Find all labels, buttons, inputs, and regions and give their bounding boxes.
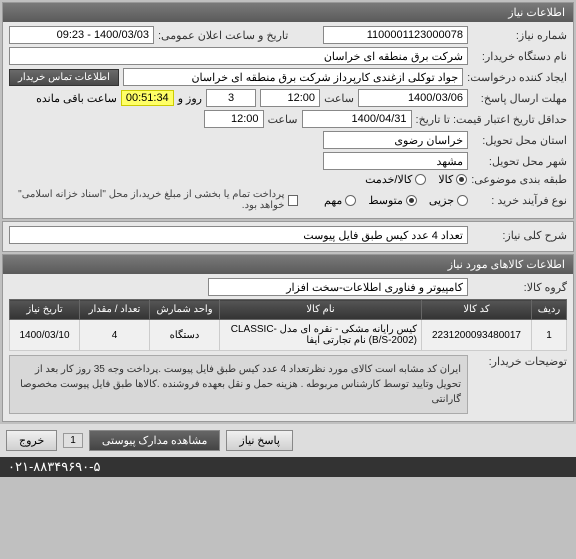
cell-code: 2231200093480017 [422, 320, 532, 351]
province-input[interactable] [323, 131, 468, 149]
process-label: نوع فرآیند خرید : [472, 194, 567, 207]
view-attachments-button[interactable]: مشاهده مدارک پیوستی [89, 430, 221, 451]
validity-label: حداقل تاریخ اعتبار قیمت: تا تاریخ: [416, 113, 567, 126]
creator-label: ایجاد کننده درخواست: [467, 71, 567, 84]
radio-goods-label: کالا [438, 173, 453, 186]
days-label: روز و [178, 92, 202, 105]
payment-note: پرداخت تمام یا بخشی از مبلغ خرید،از محل … [9, 189, 284, 211]
budget-label: طبقه بندی موضوعی: [471, 173, 567, 186]
creator-input[interactable] [123, 68, 463, 86]
budget-radio-group: کالا کالا/خدمت [365, 173, 467, 186]
panel1-title: اطلاعات نیاز [3, 3, 573, 22]
phone-bar: ۰۲۱-۸۸۳۴۹۶۹۰-۵ [0, 457, 576, 477]
hour-label-2: ساعت [268, 113, 298, 126]
col-name: نام کالا [220, 300, 422, 320]
radio-low[interactable] [457, 195, 468, 206]
province-label: استان محل تحویل: [472, 134, 567, 147]
col-date: تاریخ نیاز [10, 300, 80, 320]
col-row: ردیف [532, 300, 567, 320]
remain-label: ساعت باقی مانده [36, 92, 117, 105]
buyer-input[interactable] [9, 47, 468, 65]
need-number-input[interactable] [323, 26, 468, 44]
radio-mid-label: متوسط [368, 194, 403, 207]
radio-high-label: مهم [324, 194, 342, 207]
radio-service-label: کالا/خدمت [365, 173, 412, 186]
days-input[interactable] [206, 89, 256, 107]
col-code: کد کالا [422, 300, 532, 320]
group-label: گروه کالا: [472, 281, 567, 294]
cell-unit: دستگاه [150, 320, 220, 351]
radio-service[interactable] [415, 174, 426, 185]
remaining-time-badge: 00:51:34 [121, 90, 174, 106]
announce-input[interactable] [9, 26, 154, 44]
buyer-desc-label: توضیحات خریدار: [472, 355, 567, 368]
general-desc-panel: شرح کلی نیاز: [2, 221, 574, 252]
goods-table: ردیف کد کالا نام کالا واحد شمارش تعداد /… [9, 299, 567, 351]
process-radio-group: جزیی متوسط مهم [324, 194, 468, 207]
buyer-desc-text: ایران کد مشابه است کالای مورد نظرتعداد 4… [9, 355, 468, 414]
validity-date-input[interactable] [302, 110, 412, 128]
cell-name: کیس رایانه مشکی - نقره ای مدل CLASSIC-(B… [220, 320, 422, 351]
general-desc-label: شرح کلی نیاز: [472, 229, 567, 242]
cell-qty: 4 [80, 320, 150, 351]
radio-high[interactable] [345, 195, 356, 206]
footer-bar: پاسخ نیاز مشاهده مدارک پیوستی 1 خروج [0, 424, 576, 457]
cell-row: 1 [532, 320, 567, 351]
panel3-title: اطلاعات کالاهای مورد نیاز [3, 255, 573, 274]
col-unit: واحد شمارش [150, 300, 220, 320]
reply-button[interactable]: پاسخ نیاز [226, 430, 293, 451]
group-input[interactable] [208, 278, 468, 296]
exit-button[interactable]: خروج [6, 430, 57, 451]
cell-date: 1400/03/10 [10, 320, 80, 351]
need-info-panel: اطلاعات نیاز شماره نیاز: تاریخ و ساعت اع… [2, 2, 574, 219]
deadline-date-input[interactable] [358, 89, 468, 107]
col-qty: تعداد / مقدار [80, 300, 150, 320]
deadline-label: مهلت ارسال پاسخ: [472, 92, 567, 105]
contact-buyer-button[interactable]: اطلاعات تماس خریدار [9, 69, 119, 86]
attachment-count-badge: 1 [63, 433, 83, 448]
radio-mid[interactable] [406, 195, 417, 206]
radio-low-label: جزیی [429, 194, 454, 207]
general-desc-input[interactable] [9, 226, 468, 244]
payment-checkbox[interactable] [288, 195, 298, 206]
hour-label-1: ساعت [324, 92, 354, 105]
city-input[interactable] [323, 152, 468, 170]
validity-hour-input[interactable] [204, 110, 264, 128]
announce-label: تاریخ و ساعت اعلان عمومی: [158, 29, 288, 42]
radio-goods[interactable] [456, 174, 467, 185]
city-label: شهر محل تحویل: [472, 155, 567, 168]
need-number-label: شماره نیاز: [472, 29, 567, 42]
goods-info-panel: اطلاعات کالاهای مورد نیاز گروه کالا: ردی… [2, 254, 574, 422]
deadline-hour-input[interactable] [260, 89, 320, 107]
table-row[interactable]: 1 2231200093480017 کیس رایانه مشکی - نقر… [10, 320, 567, 351]
buyer-label: نام دستگاه خریدار: [472, 50, 567, 63]
